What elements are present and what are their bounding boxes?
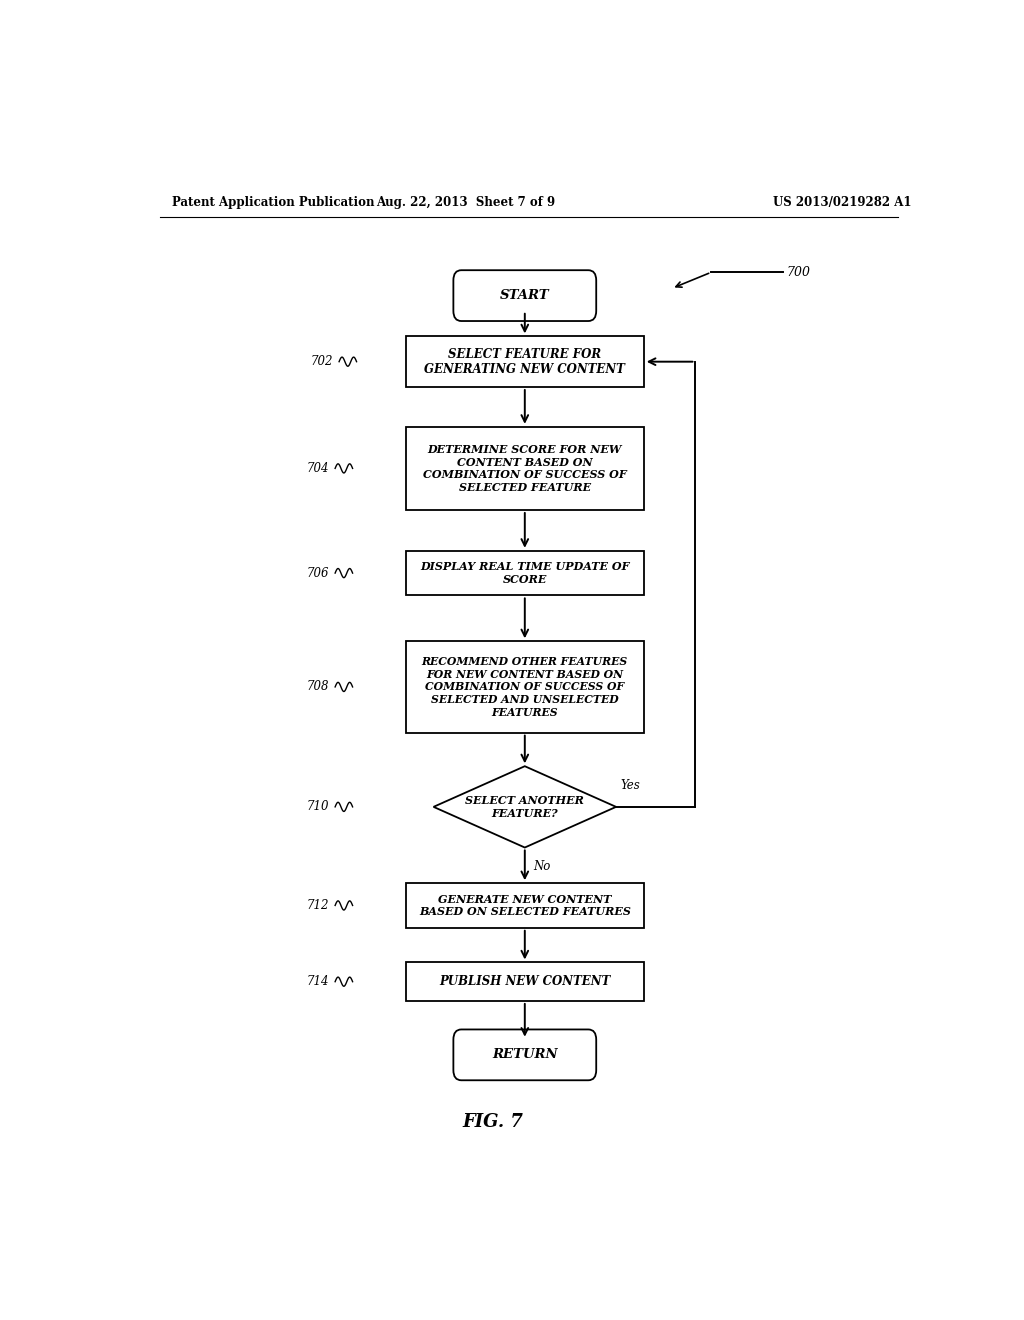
Bar <box>406 642 644 733</box>
Text: Aug. 22, 2013  Sheet 7 of 9: Aug. 22, 2013 Sheet 7 of 9 <box>376 195 555 209</box>
Bar <box>406 337 644 387</box>
Text: 702: 702 <box>310 355 333 368</box>
Bar <box>406 962 644 1001</box>
Text: 704: 704 <box>306 462 329 475</box>
Text: RETURN: RETURN <box>492 1048 558 1061</box>
Bar <box>406 883 644 928</box>
Bar <box>406 426 644 510</box>
Text: FIG. 7: FIG. 7 <box>463 1113 523 1131</box>
Bar <box>406 550 644 595</box>
Text: START: START <box>500 289 550 302</box>
Text: 714: 714 <box>306 975 329 989</box>
Text: US 2013/0219282 A1: US 2013/0219282 A1 <box>773 195 911 209</box>
Text: SELECT FEATURE FOR
GENERATING NEW CONTENT: SELECT FEATURE FOR GENERATING NEW CONTEN… <box>424 347 626 376</box>
Text: PUBLISH NEW CONTENT: PUBLISH NEW CONTENT <box>439 975 610 989</box>
Text: Yes: Yes <box>620 779 640 792</box>
Text: Patent Application Publication: Patent Application Publication <box>172 195 374 209</box>
Text: DISPLAY REAL TIME UPDATE OF
SCORE: DISPLAY REAL TIME UPDATE OF SCORE <box>420 561 630 585</box>
Text: 700: 700 <box>786 265 811 279</box>
Text: 712: 712 <box>306 899 329 912</box>
Text: 706: 706 <box>306 566 329 579</box>
Text: 710: 710 <box>306 800 329 813</box>
Text: No: No <box>532 859 550 873</box>
Text: DETERMINE SCORE FOR NEW
CONTENT BASED ON
COMBINATION OF SUCCESS OF
SELECTED FEAT: DETERMINE SCORE FOR NEW CONTENT BASED ON… <box>423 444 627 494</box>
Text: GENERATE NEW CONTENT
BASED ON SELECTED FEATURES: GENERATE NEW CONTENT BASED ON SELECTED F… <box>419 894 631 917</box>
FancyBboxPatch shape <box>454 271 596 321</box>
FancyBboxPatch shape <box>454 1030 596 1080</box>
Text: SELECT ANOTHER
FEATURE?: SELECT ANOTHER FEATURE? <box>465 795 585 818</box>
Text: RECOMMEND OTHER FEATURES
FOR NEW CONTENT BASED ON
COMBINATION OF SUCCESS OF
SELE: RECOMMEND OTHER FEATURES FOR NEW CONTENT… <box>422 656 628 718</box>
Text: 708: 708 <box>306 680 329 693</box>
Polygon shape <box>433 766 616 847</box>
